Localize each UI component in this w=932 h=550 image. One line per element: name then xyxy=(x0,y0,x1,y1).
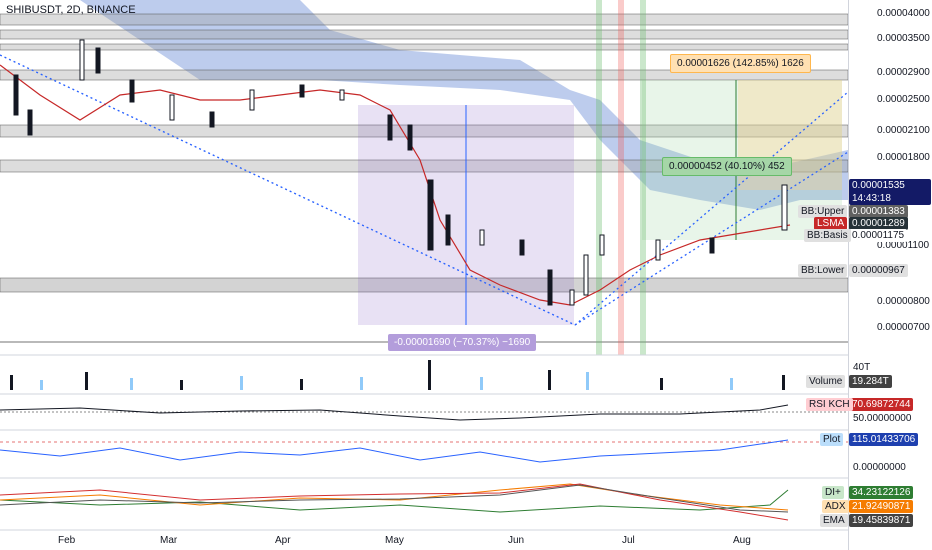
price-axis[interactable]: 0.00004000 0.00003500 0.00002900 0.00002… xyxy=(848,0,932,550)
adx-label: ADX xyxy=(822,500,849,513)
lsma-label: LSMA xyxy=(814,217,848,230)
adx-value: 21.92490871 xyxy=(849,500,914,513)
measure-label-mid: 0.00000452 (40.10%) 452 xyxy=(662,157,792,176)
lsma-line xyxy=(0,64,791,306)
di-plus-line xyxy=(0,489,789,513)
plot-value: 115.01433706 xyxy=(849,433,919,446)
plot-zero: 0.00000000 xyxy=(853,462,906,473)
time-label: Jul xyxy=(622,535,635,546)
time-label: May xyxy=(385,535,404,546)
bb-lower-label: BB:Lower xyxy=(798,264,848,277)
ema-line xyxy=(0,484,789,513)
plot-label: Plot xyxy=(820,433,844,446)
price-label: 0.00000800 xyxy=(877,296,930,307)
bb-upper-value: 0.00001383 xyxy=(849,205,908,218)
time-label: Jun xyxy=(508,535,525,546)
plot-line xyxy=(0,439,789,463)
price-label: 0.00002100 xyxy=(877,125,930,136)
price-label: 0.00002900 xyxy=(877,67,930,78)
bb-basis-label: BB:Basis xyxy=(804,229,851,242)
price-label: 0.00001800 xyxy=(877,152,930,163)
sr-band xyxy=(0,43,848,51)
current-price-tag: 0.00001535 14:43:18 xyxy=(849,179,931,205)
countdown: 14:43:18 xyxy=(852,193,891,204)
time-label: Apr xyxy=(275,535,291,546)
ema-label: EMA xyxy=(820,514,848,527)
volume-axis-label: 40T xyxy=(853,362,871,373)
di-minus-line xyxy=(0,483,789,521)
volume-bars xyxy=(10,360,785,390)
time-label: Mar xyxy=(160,535,178,546)
rsi-label: RSI KCH xyxy=(806,398,853,411)
di-plus-value: 34.23122126 xyxy=(849,486,914,499)
sr-band xyxy=(0,69,848,81)
bb-upper-label: BB:Upper xyxy=(798,205,848,218)
measure-label-down: -0.00001690 (−70.37%) −1690 xyxy=(388,334,537,351)
main-chart[interactable] xyxy=(0,0,848,550)
chart-title: SHIBUSDT, 2D, BINANCE xyxy=(6,4,136,16)
price-label: 0.00000700 xyxy=(877,322,930,333)
volume-label: Volume xyxy=(806,375,846,388)
candles xyxy=(13,39,788,306)
sr-band xyxy=(0,277,848,293)
price-label: 0.00003500 xyxy=(877,33,930,44)
current-price: 0.00001535 xyxy=(852,180,905,191)
bb-basis-value: 0.00001175 xyxy=(849,229,908,242)
sr-band xyxy=(0,29,848,40)
adx-line xyxy=(0,483,789,511)
rsi-value: 70.69872744 xyxy=(849,398,914,411)
time-label: Feb xyxy=(58,535,76,546)
rsi-level: 50.00000000 xyxy=(853,413,912,424)
price-label: 0.00004000 xyxy=(877,8,930,19)
volume-value: 19.284T xyxy=(849,375,892,388)
price-label: 0.00002500 xyxy=(877,94,930,105)
sr-band xyxy=(0,13,848,26)
bb-lower-value: 0.00000967 xyxy=(849,264,908,277)
ema-value: 19.45839871 xyxy=(849,514,914,527)
measure-label-top: 0.00001626 (142.85%) 1626 xyxy=(670,54,811,73)
ichimoku-cloud xyxy=(80,0,848,210)
price-label: 0.00001100 xyxy=(877,240,930,251)
di-plus-label: DI+ xyxy=(822,486,844,499)
sr-band xyxy=(0,124,848,138)
rsi-line xyxy=(0,404,789,421)
lsma-value: 0.00001289 xyxy=(849,217,908,230)
time-label: Aug xyxy=(733,535,751,546)
